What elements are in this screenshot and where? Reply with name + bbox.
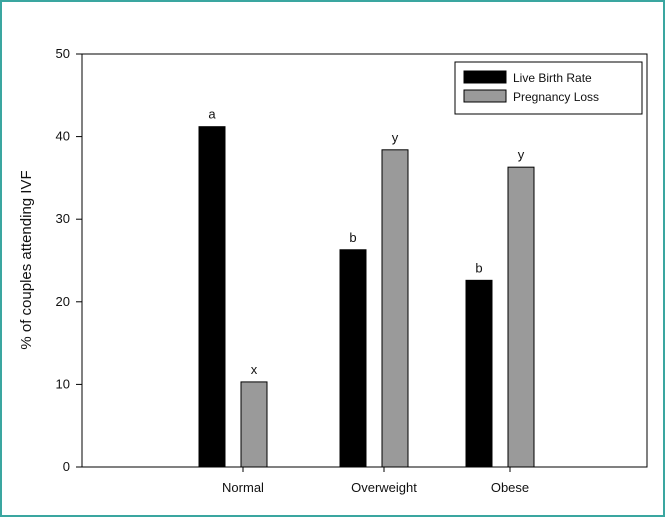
bar-significance-label: x <box>251 362 258 377</box>
bar-pregnancy-loss <box>381 149 409 468</box>
x-tick-label: Normal <box>222 480 264 495</box>
y-tick-label: 50 <box>56 46 70 61</box>
legend-swatch <box>463 89 507 103</box>
bar-live-birth-rate <box>339 249 367 468</box>
legend-swatch <box>463 70 507 84</box>
bar-live-birth-rate <box>198 126 226 468</box>
y-tick-label: 10 <box>56 376 70 391</box>
bar-pregnancy-loss <box>240 381 268 468</box>
bar-significance-label: b <box>475 260 482 275</box>
y-tick-label: 0 <box>63 459 70 474</box>
y-tick-label: 30 <box>56 211 70 226</box>
legend: Live Birth Rate Pregnancy Loss <box>454 61 643 115</box>
bar-significance-label: y <box>392 130 399 145</box>
bar-significance-label: y <box>518 147 525 162</box>
x-tick-label: Obese <box>491 480 529 495</box>
x-axis-ticks: Normal Overweight Obese <box>222 467 529 495</box>
x-tick-label: Overweight <box>351 480 417 495</box>
y-tick-label: 40 <box>56 129 70 144</box>
y-axis-ticks: 0 10 20 30 40 50 <box>56 46 82 474</box>
bar-significance-label: b <box>349 230 356 245</box>
y-tick-label: 20 <box>56 294 70 309</box>
bars: a x b y b y <box>198 107 535 468</box>
legend-entry-label: Live Birth Rate <box>513 71 592 85</box>
bar-live-birth-rate <box>465 279 493 468</box>
legend-entry-label: Pregnancy Loss <box>513 90 599 104</box>
y-axis-title: % of couples attending IVF <box>18 170 35 349</box>
bar-significance-label: a <box>208 107 216 122</box>
bar-pregnancy-loss <box>507 166 535 468</box>
legend-box <box>454 61 643 115</box>
